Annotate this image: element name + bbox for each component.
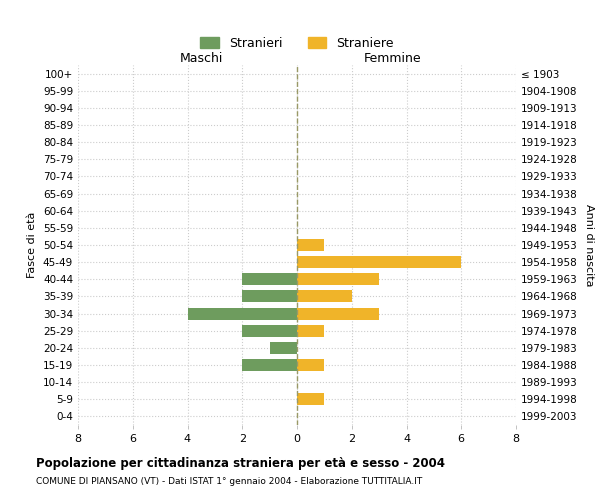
Bar [242, 290, 297, 302]
Text: Popolazione per cittadinanza straniera per età e sesso - 2004: Popolazione per cittadinanza straniera p… [36, 458, 445, 470]
Text: Femmine: Femmine [364, 52, 422, 65]
Bar [297, 256, 461, 268]
Bar [297, 324, 325, 336]
Bar [297, 394, 325, 406]
Legend: Stranieri, Straniere: Stranieri, Straniere [195, 32, 399, 54]
Text: COMUNE DI PIANSANO (VT) - Dati ISTAT 1° gennaio 2004 - Elaborazione TUTTITALIA.I: COMUNE DI PIANSANO (VT) - Dati ISTAT 1° … [36, 478, 422, 486]
Text: Maschi: Maschi [179, 52, 223, 65]
Bar [297, 239, 325, 251]
Bar [297, 359, 325, 371]
Bar [242, 324, 297, 336]
Bar [297, 290, 352, 302]
Bar [187, 308, 297, 320]
Bar [242, 359, 297, 371]
Y-axis label: Fasce di età: Fasce di età [28, 212, 37, 278]
Bar [297, 308, 379, 320]
Bar [269, 342, 297, 354]
Y-axis label: Anni di nascita: Anni di nascita [584, 204, 594, 286]
Bar [297, 274, 379, 285]
Bar [242, 274, 297, 285]
